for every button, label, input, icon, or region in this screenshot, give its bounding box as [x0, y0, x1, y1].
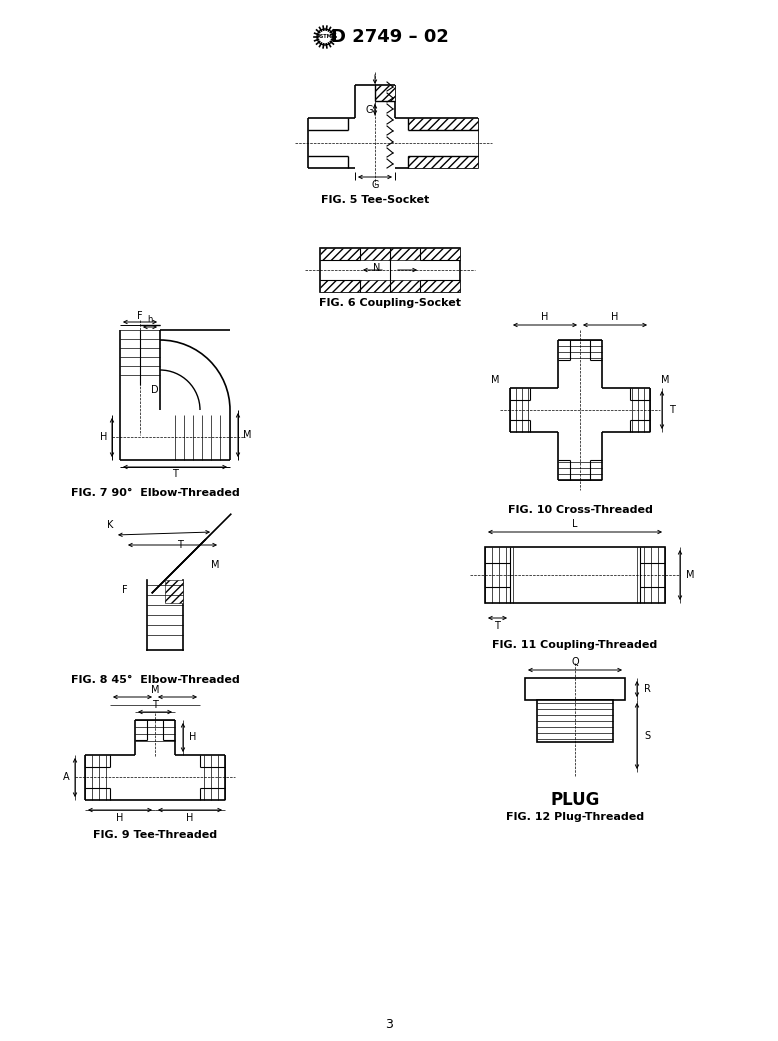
Bar: [165, 580, 183, 603]
Bar: [320, 248, 460, 291]
Text: A: A: [63, 772, 69, 782]
Bar: [408, 130, 478, 156]
Text: M: M: [151, 685, 159, 695]
Text: H: H: [541, 312, 548, 322]
Text: FIG. 9 Tee-Threaded: FIG. 9 Tee-Threaded: [93, 830, 217, 840]
Text: H: H: [186, 813, 194, 823]
Text: T: T: [669, 405, 675, 415]
Bar: [375, 85, 395, 101]
Text: H: H: [100, 432, 107, 442]
Text: H: H: [612, 312, 619, 322]
Text: ASTM: ASTM: [317, 34, 333, 40]
Text: D 2749 – 02: D 2749 – 02: [331, 28, 449, 46]
Text: N: N: [373, 263, 380, 273]
Text: FIG. 6 Coupling-Socket: FIG. 6 Coupling-Socket: [319, 298, 461, 308]
Text: L: L: [573, 519, 578, 529]
Text: FIG. 10 Cross-Threaded: FIG. 10 Cross-Threaded: [507, 505, 653, 515]
Text: M: M: [685, 570, 694, 580]
Text: PLUG: PLUG: [550, 791, 600, 809]
Text: K: K: [107, 520, 113, 530]
Text: Q: Q: [571, 657, 579, 667]
Text: M: M: [491, 375, 499, 385]
Text: M: M: [661, 375, 669, 385]
Text: FIG. 11 Coupling-Threaded: FIG. 11 Coupling-Threaded: [492, 640, 657, 650]
Text: T: T: [152, 700, 158, 710]
Text: FIG. 12 Plug-Threaded: FIG. 12 Plug-Threaded: [506, 812, 644, 822]
Text: FIG. 8 45°  Elbow-Threaded: FIG. 8 45° Elbow-Threaded: [71, 675, 240, 685]
Text: FIG. 7 90°  Elbow-Threaded: FIG. 7 90° Elbow-Threaded: [71, 488, 240, 498]
Text: H: H: [189, 732, 197, 742]
Text: D: D: [151, 385, 159, 395]
Text: H: H: [117, 813, 124, 823]
Bar: [320, 248, 460, 260]
Text: F: F: [137, 311, 143, 321]
Text: h: h: [147, 314, 152, 324]
Text: T: T: [494, 621, 500, 631]
Text: G: G: [371, 180, 379, 191]
Text: T: T: [172, 469, 178, 479]
Text: FIG. 5 Tee-Socket: FIG. 5 Tee-Socket: [321, 195, 429, 205]
Text: M: M: [243, 430, 251, 440]
Text: M: M: [211, 560, 219, 570]
Bar: [408, 156, 478, 168]
Bar: [408, 118, 478, 130]
Text: 3: 3: [385, 1018, 393, 1032]
Text: T: T: [177, 540, 183, 550]
Bar: [320, 280, 460, 291]
Text: G: G: [365, 105, 373, 115]
Text: R: R: [643, 684, 650, 694]
Bar: [525, 678, 625, 700]
Bar: [537, 700, 613, 742]
Text: S: S: [644, 731, 650, 741]
Bar: [485, 547, 665, 603]
Text: F: F: [122, 585, 128, 595]
